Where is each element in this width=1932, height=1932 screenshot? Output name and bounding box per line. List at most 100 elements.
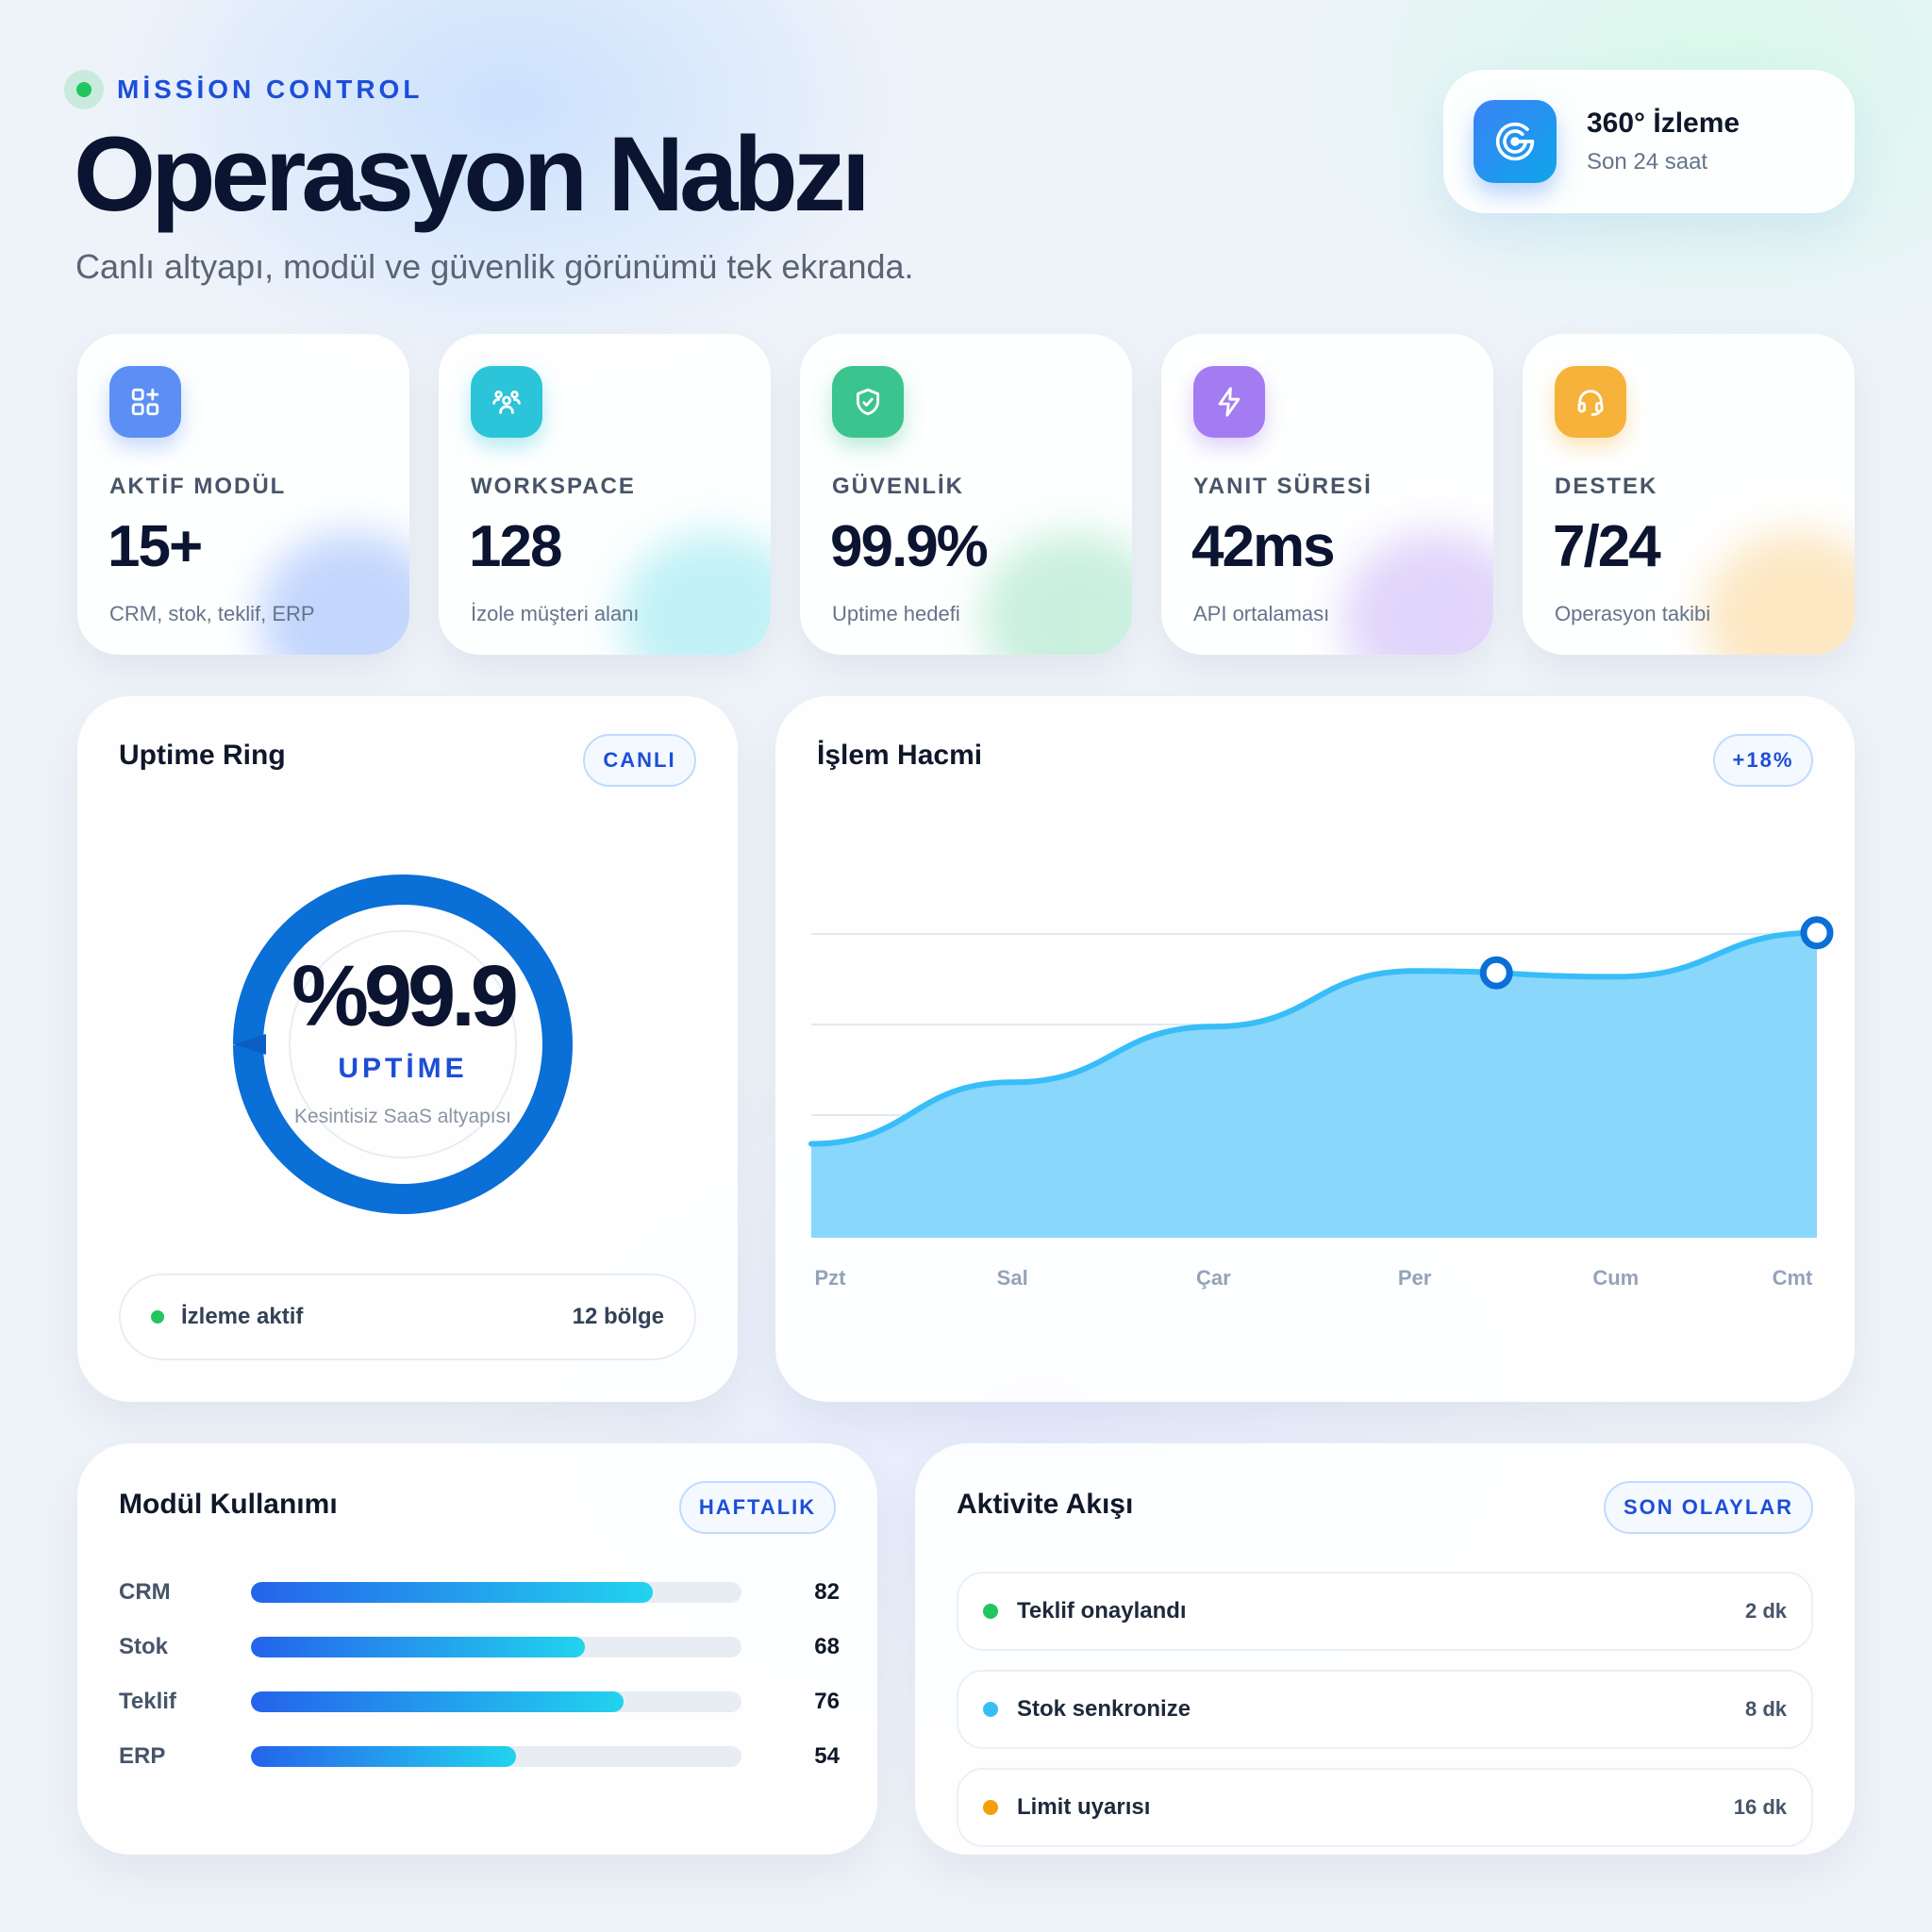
module-row-erp: ERP 54 (119, 1738, 840, 1775)
kpi-label: GÜVENLİK (832, 474, 965, 499)
activity-text: Stok senkronize (1017, 1696, 1191, 1722)
module-row-teklif: Teklif 76 (119, 1683, 840, 1721)
usage-bar (251, 1637, 741, 1657)
grid-plus-icon (109, 366, 181, 438)
badge-title: 360° İzleme (1587, 108, 1740, 139)
kpi-description: Operasyon takibi (1555, 602, 1711, 625)
usage-bar-fill (251, 1637, 585, 1657)
series-line (808, 929, 1820, 1147)
activity-item[interactable]: Limit uyarısı 16 dk (957, 1768, 1813, 1847)
uptime-ring-panel: Uptime Ring CANLI %99.9 UPTİME Kesintisi… (77, 696, 738, 1402)
status-dot-icon (151, 1310, 164, 1324)
kpi-card-response[interactable]: YANIT SÜRESİ 42ms API ortalaması (1161, 334, 1493, 655)
activity-text: Limit uyarısı (1017, 1794, 1151, 1820)
radar-icon (1474, 100, 1557, 183)
kpi-label: AKTİF MODÜL (109, 474, 287, 499)
kpi-value: 42ms (1191, 514, 1336, 579)
panel-title: Modül Kullanımı (119, 1489, 338, 1520)
ring-inner-circle (289, 930, 517, 1158)
x-tick-label: Cum (1592, 1266, 1639, 1290)
activity-text: Teklif onaylandı (1017, 1598, 1187, 1624)
x-tick-label: Per (1398, 1266, 1432, 1290)
ring-progress (233, 874, 573, 1214)
status-dot-icon (983, 1604, 998, 1619)
monitoring-status: İzleme aktif 12 bölge (119, 1274, 696, 1360)
data-point (1800, 916, 1834, 950)
kpi-card-support[interactable]: DESTEK 7/24 Operasyon takibi (1523, 334, 1855, 655)
weekly-pill[interactable]: HAFTALIK (679, 1481, 836, 1534)
usage-value: 54 (814, 1743, 840, 1769)
panel-title: İşlem Hacmi (817, 740, 983, 771)
kpi-label: YANIT SÜRESİ (1193, 474, 1373, 499)
uptime-label: UPTİME (338, 1053, 468, 1084)
eyebrow-label: MİSSİON CONTROL (117, 75, 424, 104)
shield-icon (832, 366, 904, 438)
uptime-caption: Kesintisiz SaaS altyapısı (294, 1106, 511, 1127)
x-tick-label: Sal (997, 1266, 1028, 1290)
usage-bar-fill (251, 1582, 654, 1603)
badge-subtitle: Son 24 saat (1587, 149, 1708, 175)
usage-bar-fill (251, 1691, 625, 1712)
panel-title: Aktivite Akışı (957, 1489, 1134, 1520)
panel-title: Uptime Ring (119, 740, 286, 771)
kpi-value: 7/24 (1553, 514, 1661, 579)
kpi-value: 15+ (108, 514, 203, 579)
kpi-label: WORKSPACE (471, 474, 636, 499)
x-tick-label: Çar (1196, 1266, 1231, 1290)
status-dot-icon (983, 1702, 998, 1717)
uptime-value: %99.9 (291, 948, 519, 1044)
monitoring-badge[interactable]: 360° İzleme Son 24 saat (1443, 70, 1855, 213)
area-chart: Pzt Sal Çar Per Cum Cmt (808, 916, 1834, 1290)
headset-icon (1555, 366, 1626, 438)
status-text: İzleme aktif (181, 1304, 304, 1329)
activity-time: 2 dk (1744, 1599, 1787, 1623)
status-dot-icon (64, 70, 104, 109)
usage-bar-fill (251, 1746, 516, 1767)
kpi-description: Uptime hedefi (832, 602, 960, 625)
module-name: Stok (119, 1634, 169, 1659)
usage-value: 76 (814, 1689, 840, 1714)
page-subtitle: Canlı altyapı, modül ve güvenlik görünüm… (75, 247, 914, 286)
activity-item[interactable]: Teklif onaylandı 2 dk (957, 1572, 1813, 1651)
bolt-icon (1193, 366, 1265, 438)
kpi-card-security[interactable]: GÜVENLİK 99.9% Uptime hedefi (800, 334, 1132, 655)
data-point (1479, 956, 1513, 990)
kpi-label: DESTEK (1555, 474, 1658, 499)
page-title: Operasyon Nabzı (74, 115, 871, 233)
ring-pointer-icon (234, 1034, 266, 1055)
usage-bar (251, 1691, 741, 1712)
series-area (811, 932, 1817, 1238)
kpi-card-modules[interactable]: AKTİF MODÜL 15+ CRM, stok, teklif, ERP (77, 334, 409, 655)
live-pill[interactable]: CANLI (583, 734, 696, 787)
x-tick-label: Pzt (815, 1266, 847, 1290)
recent-events-pill[interactable]: SON OLAYLAR (1604, 1481, 1813, 1534)
users-icon (471, 366, 542, 438)
module-row-stok: Stok 68 (119, 1628, 840, 1666)
activity-time: 8 dk (1744, 1697, 1787, 1721)
kpi-description: CRM, stok, teklif, ERP (109, 602, 315, 625)
usage-value: 82 (814, 1579, 840, 1605)
module-name: CRM (119, 1579, 171, 1605)
module-usage-panel: Modül Kullanımı HAFTALIK CRM 82 Stok 68 … (77, 1443, 877, 1855)
activity-feed-panel: Aktivite Akışı SON OLAYLAR Teklif onayla… (915, 1443, 1855, 1855)
status-dot-icon (983, 1800, 998, 1815)
usage-bar (251, 1582, 741, 1603)
usage-bar (251, 1746, 741, 1767)
growth-pill[interactable]: +18% (1713, 734, 1813, 787)
eyebrow: MİSSİON CONTROL (64, 70, 423, 109)
kpi-card-workspace[interactable]: WORKSPACE 128 İzole müşteri alanı (439, 334, 771, 655)
activity-item[interactable]: Stok senkronize 8 dk (957, 1670, 1813, 1749)
module-name: ERP (119, 1743, 166, 1769)
kpi-description: API ortalaması (1193, 602, 1330, 625)
module-name: Teklif (119, 1689, 176, 1714)
x-tick-label: Cmt (1773, 1266, 1813, 1290)
uptime-ring (233, 874, 573, 1214)
kpi-description: İzole müşteri alanı (471, 602, 640, 625)
kpi-value: 128 (469, 514, 562, 579)
transaction-volume-panel: İşlem Hacmi +18% Pzt Sal Çar Per Cum Cmt (775, 696, 1855, 1402)
activity-time: 16 dk (1733, 1795, 1787, 1819)
module-row-crm: CRM 82 (119, 1574, 840, 1611)
kpi-value: 99.9% (830, 514, 989, 579)
usage-value: 68 (814, 1634, 840, 1659)
region-count: 12 bölge (572, 1304, 664, 1329)
